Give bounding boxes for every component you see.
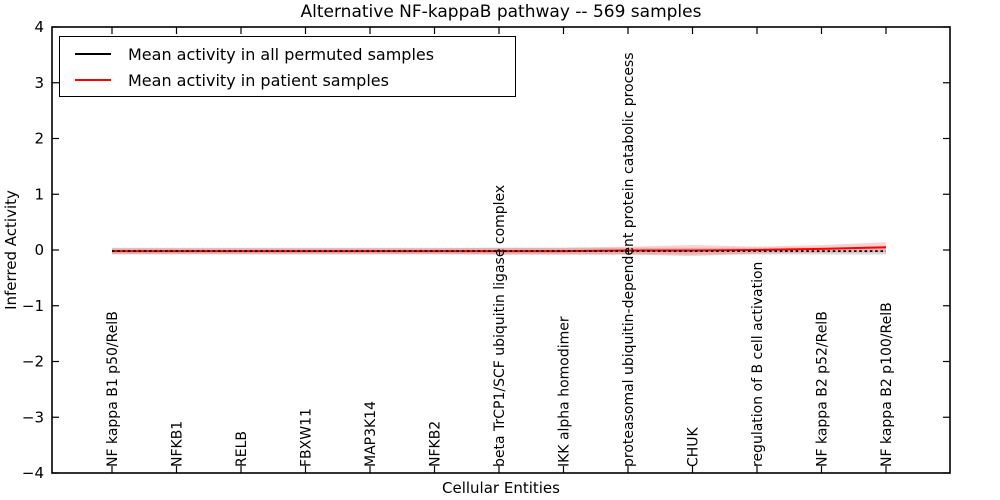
x-tick-label: FBXW11: [299, 408, 315, 467]
x-tick-label: MAP3K14: [363, 401, 379, 467]
legend-item-label: Mean activity in patient samples: [128, 70, 389, 90]
y-tick-label: −4: [22, 464, 44, 482]
y-axis-title: Inferred Activity: [2, 190, 20, 310]
x-tick-label: regulation of B cell activation: [750, 262, 766, 467]
x-tick-label: proteasomal ubiquitin-dependent protein …: [621, 52, 637, 467]
legend-item: Mean activity in all permuted samples: [60, 41, 515, 67]
x-tick-label: NF kappa B2 p52/RelB: [815, 311, 831, 467]
x-tick-label: NF kappa B1 p50/RelB: [105, 311, 121, 467]
x-tick-label: IKK alpha homodimer: [557, 316, 573, 467]
x-tick-label: CHUK: [686, 426, 702, 467]
y-tick-label: 4: [34, 18, 44, 36]
legend-item: Mean activity in patient samples: [60, 67, 515, 93]
chart-title: Alternative NF-kappaB pathway -- 569 sam…: [300, 2, 702, 22]
y-tick-label: 2: [34, 130, 44, 148]
y-tick-label: −2: [22, 353, 44, 371]
legend-line-sample: [75, 53, 111, 55]
legend: Mean activity in all permuted samples Me…: [59, 36, 516, 97]
x-tick-label: beta TrCP1/SCF ubiquitin ligase complex: [492, 185, 508, 467]
y-tick-label: −3: [22, 408, 44, 426]
y-tick-label: 0: [34, 241, 44, 259]
legend-line-sample: [75, 79, 111, 81]
y-tick-label: 1: [34, 185, 44, 203]
y-tick-label: −1: [22, 297, 44, 315]
y-tick-label: 3: [34, 74, 44, 92]
series-band-1: [112, 242, 886, 257]
x-tick-label: NFKB1: [170, 421, 186, 467]
x-tick-label: RELB: [234, 431, 250, 467]
x-tick-label: NF kappa B2 p100/RelB: [879, 302, 895, 467]
x-tick-label: NFKB2: [428, 421, 444, 467]
x-axis-title: Cellular Entities: [442, 479, 560, 497]
legend-item-label: Mean activity in all permuted samples: [128, 44, 435, 64]
